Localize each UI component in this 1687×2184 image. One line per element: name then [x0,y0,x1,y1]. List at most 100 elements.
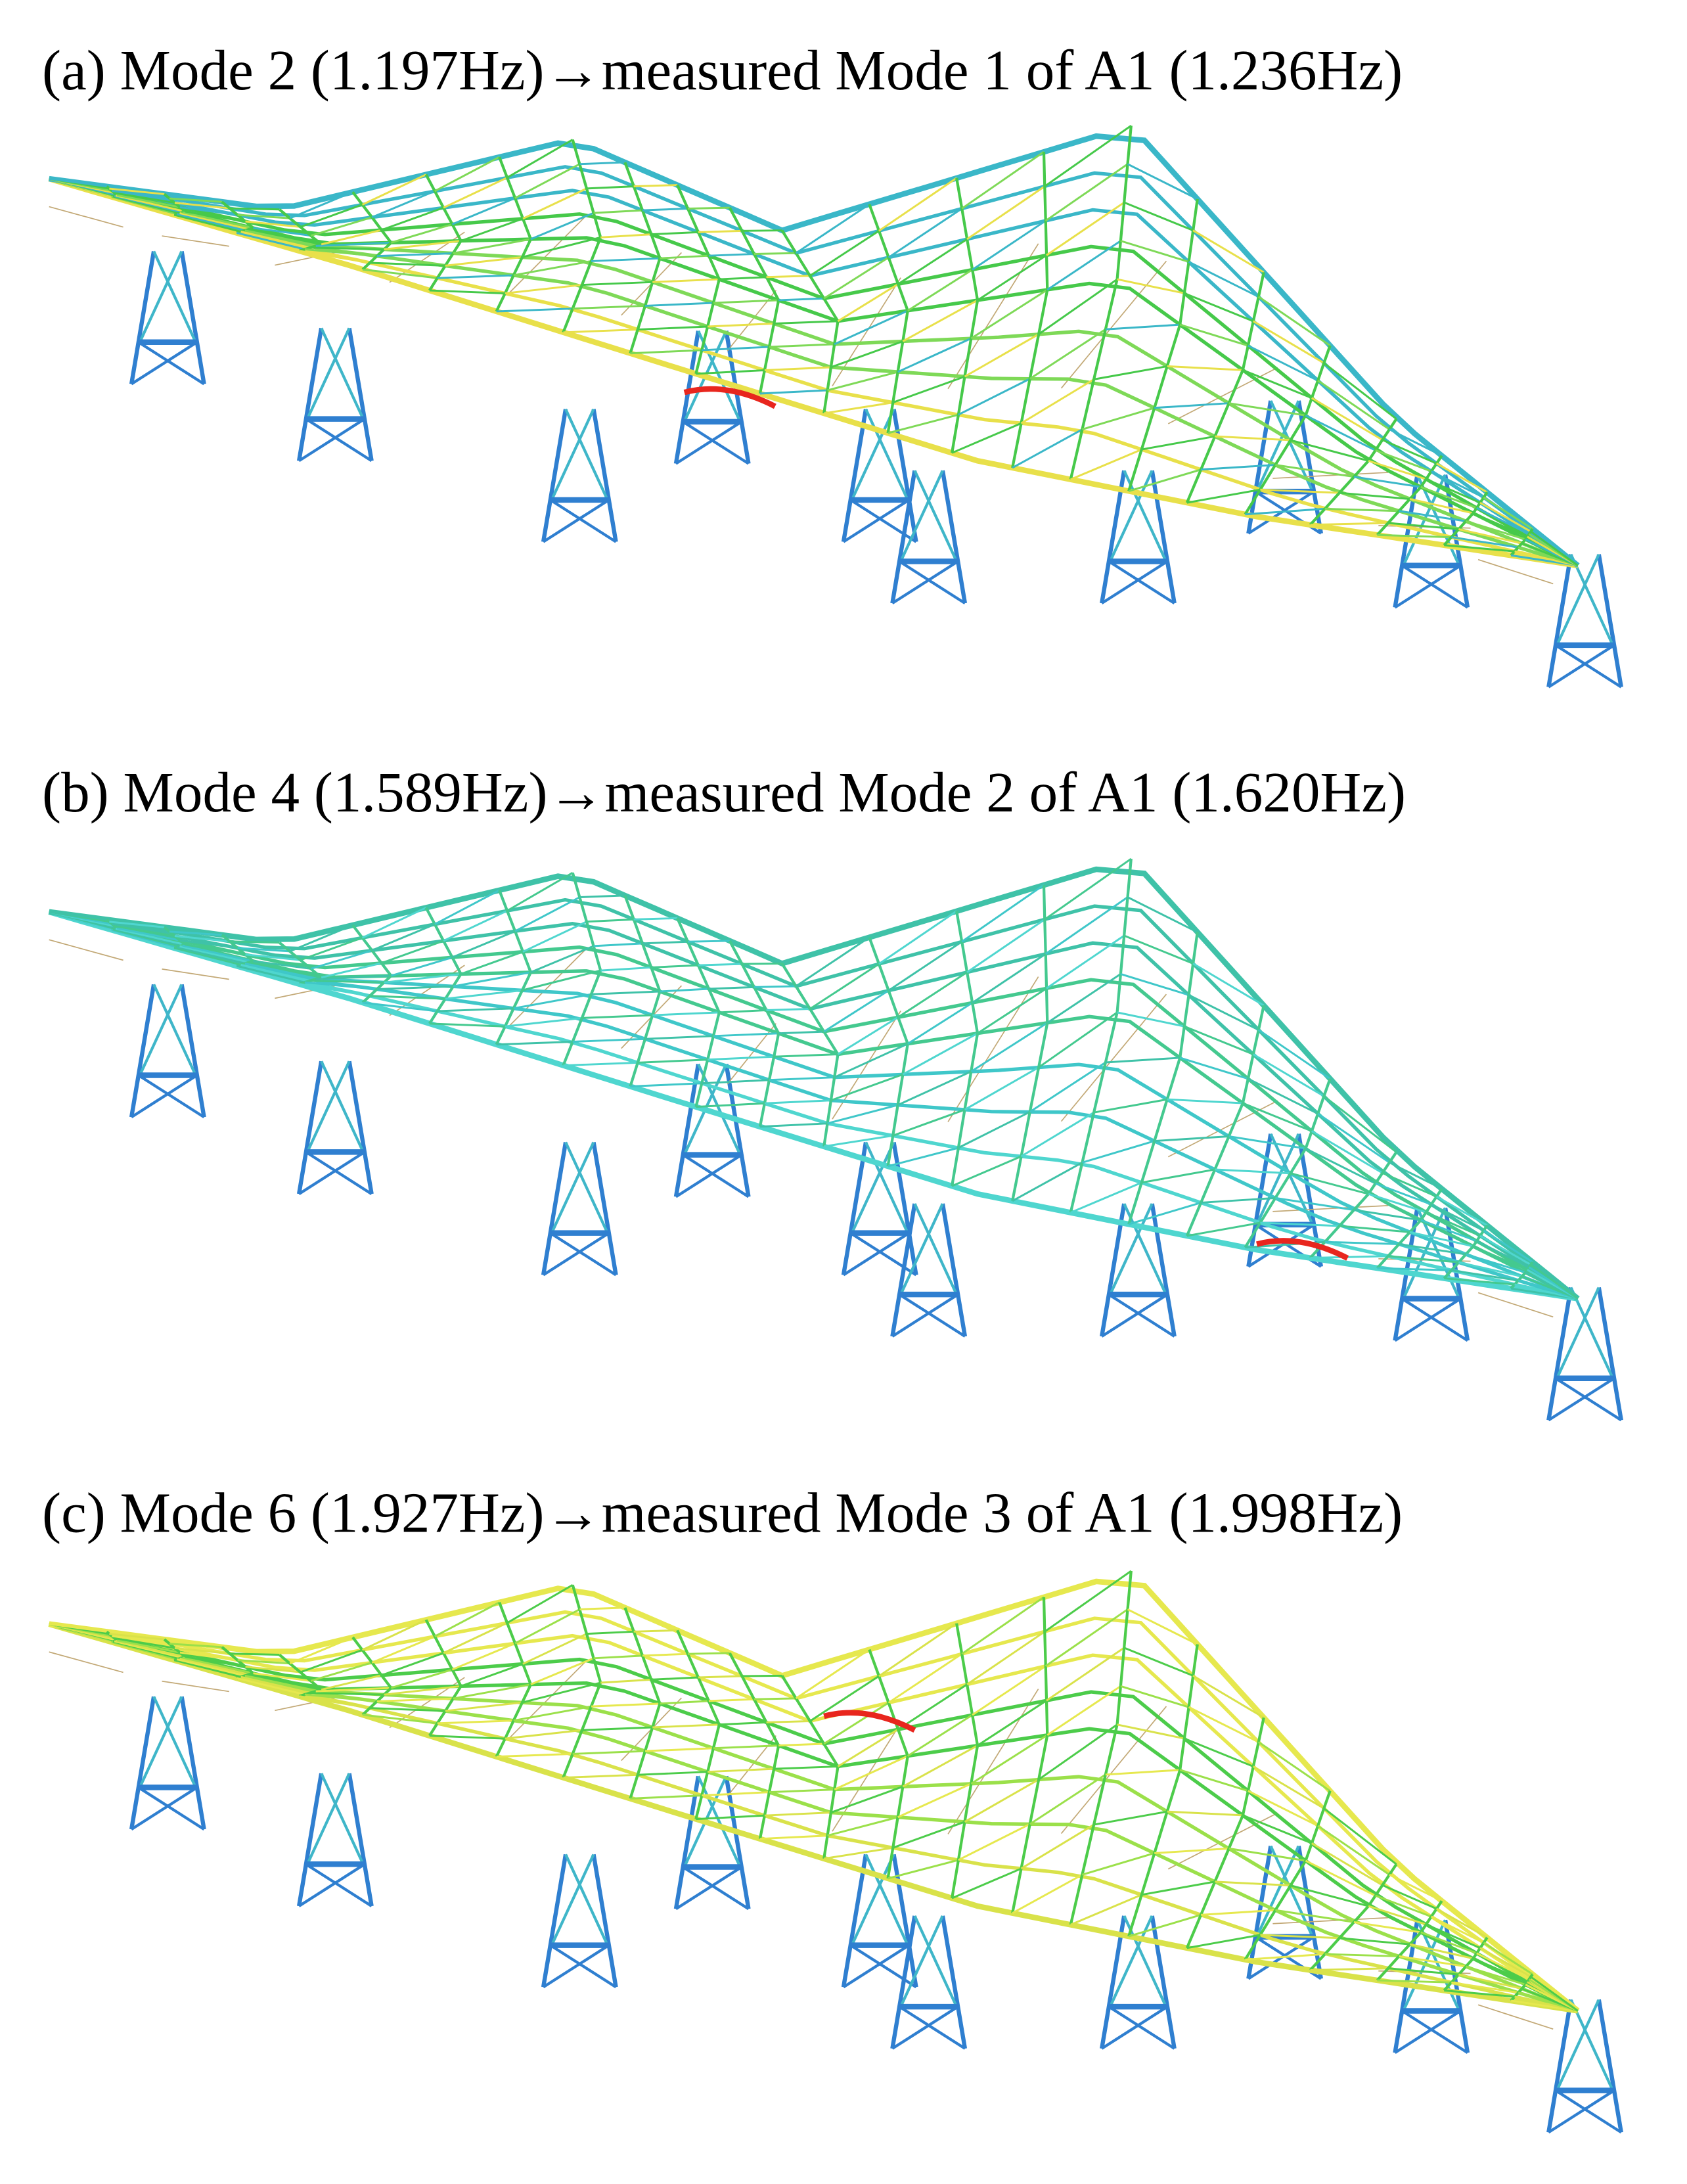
roof-diagonal [245,220,301,228]
roof-diagonal [633,917,678,921]
roof-diagonal [244,229,317,247]
roof-diagonal [429,1735,505,1740]
cable [1272,1917,1388,1924]
tower-brace [138,984,183,1076]
roof-diagonal [964,1779,1039,1823]
roof-diagonal [742,1674,782,1677]
roof-diagonal [289,1636,353,1665]
roof-diagonal [1458,528,1523,545]
roof-diagonal [1192,229,1265,273]
roof-diagonal [1305,1859,1376,1897]
roof-diagonal [1260,488,1339,494]
tower-leg [179,251,206,384]
roof-diagonal [112,1635,170,1645]
roof-diagonal [827,1104,899,1125]
roof-diagonal [248,228,322,246]
roof-chord [49,1622,1579,2013]
tower-brace [1255,400,1300,493]
roof-diagonal [49,1623,107,1633]
roof-diagonal [310,216,372,237]
roof-rib [351,924,394,1004]
roof-diagonal [951,1155,1022,1187]
tower-brace [865,1141,909,1234]
roof-diagonal [830,1073,903,1102]
roof-diagonal [1200,464,1276,471]
cable [1272,472,1388,479]
roof-diagonal [696,369,765,375]
roof-diagonal [977,1699,1047,1746]
roof-diagonal [698,229,742,233]
roof-diagonal [1154,1847,1229,1854]
tower-leg [940,1203,968,1337]
roof-chord [49,910,1579,1301]
roof-diagonal [1368,459,1427,480]
roof-diagonal [708,253,755,257]
roof-diagonal [1324,507,1399,512]
roof-diagonal [644,1747,714,1752]
roof-rib [495,156,533,312]
roof-diagonal [591,257,660,262]
roof-diagonal [390,1668,453,1689]
roof-diagonal [496,307,573,313]
tower-brace [891,2005,959,2050]
roof-diagonal [1038,278,1118,335]
roof-diagonal [522,1681,601,1704]
roof-diagonal [1530,1263,1579,1300]
roof-diagonal [1038,1011,1118,1068]
tower-brace [891,560,959,604]
roof-diagonal [461,951,524,975]
roof-diagonal [1323,1095,1397,1153]
roof-diagonal [1387,1255,1459,1263]
roof-diagonal [253,960,311,970]
roof-diagonal [173,947,241,966]
tower-brace [913,1203,958,1296]
roof-diagonal [660,1700,709,1705]
roof-diagonal [376,252,453,258]
roof-diagonal [961,884,1045,943]
roof-diagonal [237,947,290,953]
mode-shape-a [48,125,1623,689]
roof-diagonal [754,1697,796,1700]
roof-diagonal [966,1631,1046,1685]
tower-brace [550,1141,595,1234]
roof-diagonal [443,1622,508,1654]
roof-diagonal [766,1719,811,1723]
roof-diagonal [1339,491,1410,500]
roof-diagonal [1377,1979,1452,1984]
roof-diagonal [888,1859,959,1880]
tower-brace [549,1231,617,1277]
roof-diagonal [513,260,592,277]
roof-diagonal [1323,1808,1397,1865]
roof-diagonal [244,963,317,980]
roof-diagonal [112,922,170,933]
roof-diagonal [1253,320,1325,364]
tower-brace [1569,553,1614,646]
tower-leg [347,327,374,461]
roof-diagonal [907,269,973,312]
roof-diagonal [1046,934,1125,990]
roof-diagonal [579,161,625,166]
roof-diagonal [434,1601,500,1637]
roof-diagonal [809,963,880,1010]
roof-diagonal [361,907,427,939]
roof-diagonal [1082,1140,1155,1164]
roof-diagonal [182,944,254,963]
cable [162,235,229,247]
roof-diagonal [1431,1203,1485,1232]
roof-diagonal [376,1697,453,1702]
roof-diagonal [977,254,1047,302]
roof-diagonal [1186,488,1261,504]
tower-brace [1554,1376,1622,1422]
roof-diagonal [174,1647,230,1655]
tower-leg [1150,1203,1177,1337]
roof-diagonal [774,320,838,325]
tower-brace [130,1786,198,1831]
tower-brace [549,1944,617,1989]
roof-diagonal [972,953,1046,1004]
roof-diagonal [1215,435,1291,442]
roof-diagonal [1382,1172,1437,1198]
roof-diagonal [381,940,444,965]
tower-leg [591,1141,618,1275]
tower-brace [542,1944,610,1989]
roof-diagonal [719,1721,767,1726]
